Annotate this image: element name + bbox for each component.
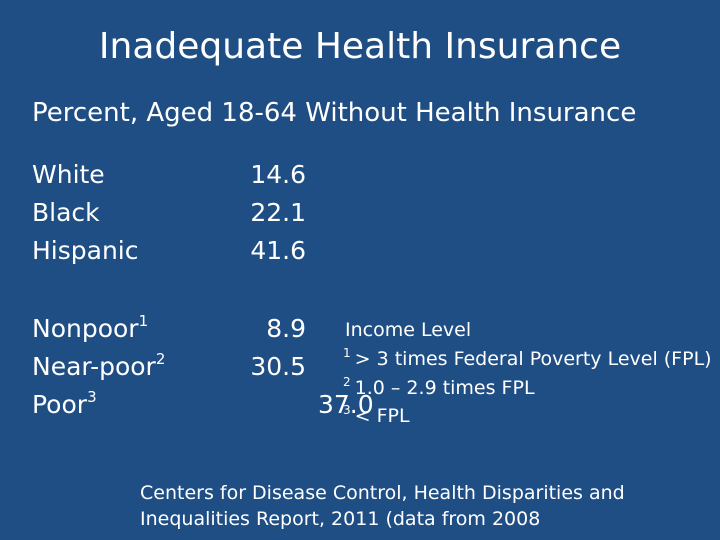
income-note-text: > 3 times Federal Poverty Level (FPL) xyxy=(354,348,712,370)
row-label-near-poor-text: Near-poor xyxy=(32,352,156,381)
footnote-marker: 1 xyxy=(138,312,149,330)
source-citation: Centers for Disease Control, Health Disp… xyxy=(140,482,625,530)
slide-title: Inadequate Health Insurance xyxy=(98,26,622,67)
row-value-black: 22.1 xyxy=(250,198,306,227)
row-value-poor: 37.0 xyxy=(318,390,374,419)
row-value-nonpoor: 8.9 xyxy=(266,314,306,343)
income-note-2: 2 1.0 – 2.9 times FPL xyxy=(343,375,535,399)
income-note-1: 1 > 3 times Federal Poverty Level (FPL) xyxy=(343,346,712,370)
income-note-marker: 2 xyxy=(343,375,351,389)
row-value-white: 14.6 xyxy=(250,160,306,189)
footnote-marker: 2 xyxy=(155,350,166,368)
income-note-3: 3 < FPL xyxy=(343,403,410,427)
income-legend-title: Income Level xyxy=(345,319,472,341)
slide-subtitle: Percent, Aged 18-64 Without Health Insur… xyxy=(32,98,637,128)
income-note-text: < FPL xyxy=(354,405,410,427)
row-value-near-poor: 30.5 xyxy=(250,352,306,381)
income-note-marker: 1 xyxy=(343,346,351,360)
income-note-text: 1.0 – 2.9 times FPL xyxy=(354,377,535,399)
footnote-marker: 3 xyxy=(87,388,97,406)
row-label-nonpoor: Nonpoor1 xyxy=(32,312,149,344)
row-label-hispanic: Hispanic xyxy=(32,236,139,265)
row-label-poor-text: Poor xyxy=(32,390,88,419)
row-label-nonpoor-text: Nonpoor xyxy=(32,314,139,343)
row-label-near-poor: Near-poor2 xyxy=(32,350,166,382)
income-note-marker: 3 xyxy=(343,403,351,417)
row-value-hispanic: 41.6 xyxy=(250,236,306,265)
row-label-white: White xyxy=(32,160,105,189)
row-label-poor: Poor3 xyxy=(32,388,97,420)
row-label-black: Black xyxy=(32,198,100,227)
